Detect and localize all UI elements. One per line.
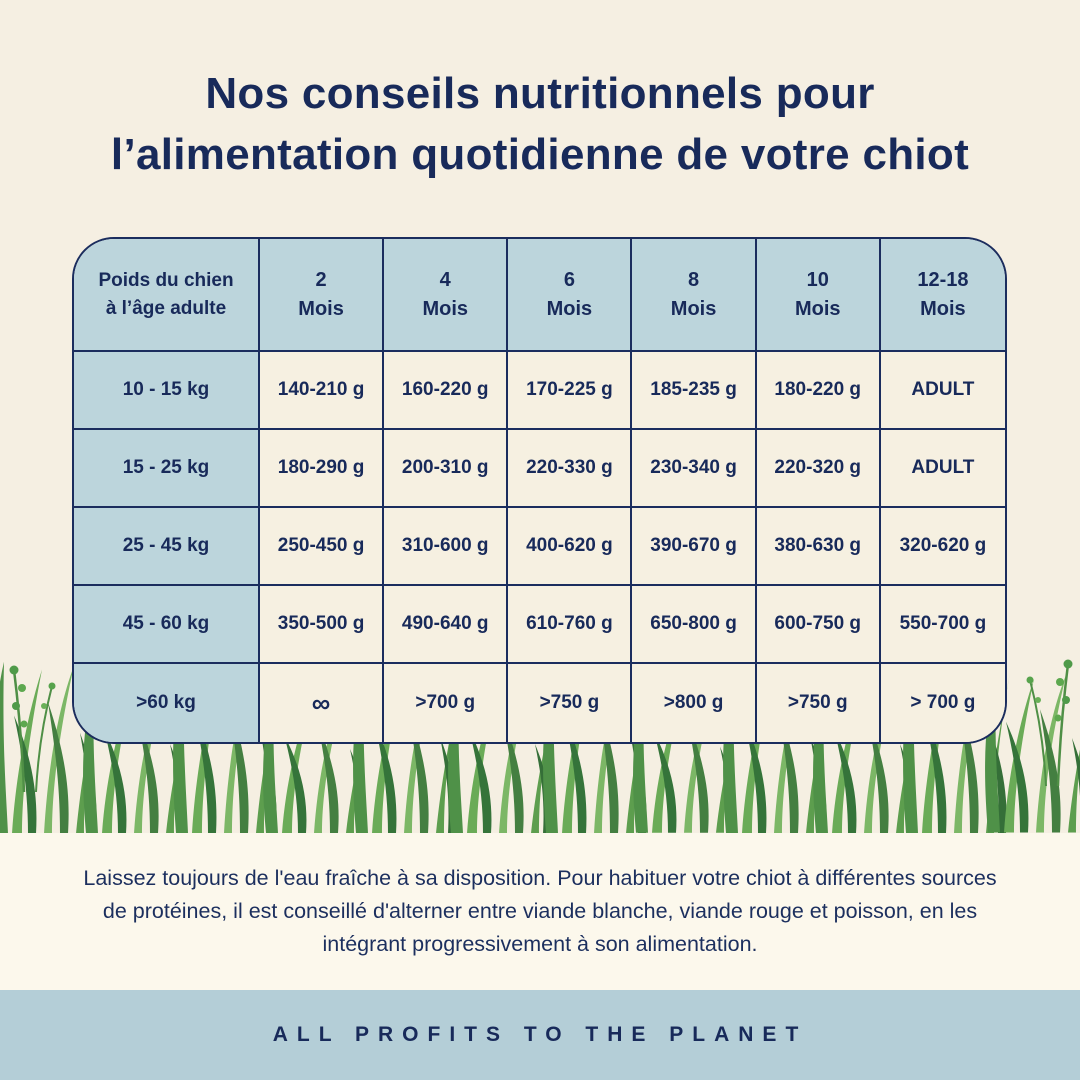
amount-cell: 610-760 g (508, 586, 633, 664)
amount-cell: 180-290 g (260, 430, 385, 508)
month-header-12-18: 12-18 Mois (880, 239, 1005, 352)
amount-cell: 200-310 g (384, 430, 509, 508)
amount-cell: 600-750 g (756, 586, 881, 664)
amount-cell: ADULT (880, 352, 1005, 430)
month-header-2: 2 Mois (260, 239, 385, 352)
page-title-line2: l’alimentation quotidienne de votre chio… (110, 129, 970, 179)
amount-cell: 310-600 g (384, 508, 509, 586)
weight-cell: 10 - 15 kg (74, 352, 260, 430)
footer-text: ALL PROFITS TO THE PLANET (272, 1023, 808, 1046)
month-header-10: 10 Mois (756, 239, 881, 352)
amount-cell: 170-225 g (508, 352, 633, 430)
weight-cell: 25 - 45 kg (74, 508, 260, 586)
weight-cell: 45 - 60 kg (74, 586, 260, 664)
amount-cell: 140-210 g (260, 352, 385, 430)
amount-cell: > 700 g (880, 664, 1005, 742)
feeding-table: Poids du chien à l’âge adulte 2 Mois 4 M… (72, 237, 1007, 744)
weight-column-header: Poids du chien à l’âge adulte (74, 239, 260, 352)
month-header-8: 8 Mois (632, 239, 757, 352)
page-title: Nos conseils nutritionnels pour l’alimen… (0, 64, 1080, 185)
amount-cell: 160-220 g (384, 352, 509, 430)
amount-cell: 250-450 g (260, 508, 385, 586)
infinity-symbol: ∞ (260, 664, 385, 742)
amount-cell: 400-620 g (508, 508, 633, 586)
amount-cell: 180-220 g (756, 352, 881, 430)
amount-cell: >750 g (508, 664, 633, 742)
footer-banner: ALL PROFITS TO THE PLANET (0, 990, 1080, 1080)
amount-cell: 230-340 g (632, 430, 757, 508)
note-text: Laissez toujours de l'eau fraîche à sa d… (83, 865, 997, 957)
amount-cell: 380-630 g (756, 508, 881, 586)
amount-cell: 350-500 g (260, 586, 385, 664)
note-section: Laissez toujours de l'eau fraîche à sa d… (0, 833, 1080, 990)
amount-cell: 550-700 g (880, 586, 1005, 664)
amount-cell: 390-670 g (632, 508, 757, 586)
amount-cell: 320-620 g (880, 508, 1005, 586)
amount-cell: 490-640 g (384, 586, 509, 664)
page-title-line1: Nos conseils nutritionnels pour (205, 69, 875, 118)
month-header-4: 4 Mois (384, 239, 509, 352)
weight-cell: 15 - 25 kg (74, 430, 260, 508)
amount-cell: 650-800 g (632, 586, 757, 664)
weight-cell: >60 kg (74, 664, 260, 742)
amount-cell: >750 g (756, 664, 881, 742)
amount-cell: 220-320 g (756, 430, 881, 508)
month-header-6: 6 Mois (508, 239, 633, 352)
amount-cell: 185-235 g (632, 352, 757, 430)
amount-cell: >800 g (632, 664, 757, 742)
amount-cell: 220-330 g (508, 430, 633, 508)
amount-cell: ADULT (880, 430, 1005, 508)
amount-cell: >700 g (384, 664, 509, 742)
